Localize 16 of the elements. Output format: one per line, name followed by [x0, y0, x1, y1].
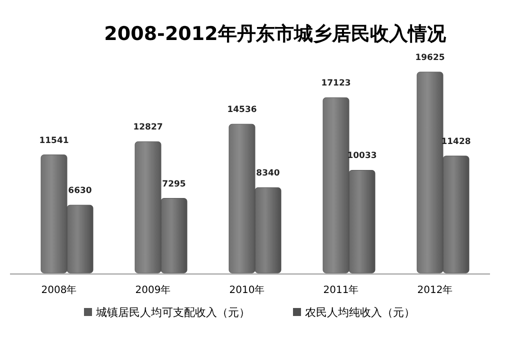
x-tick-label: 2009年 [135, 284, 171, 296]
data-label: 14536 [227, 105, 257, 116]
data-label: 11541 [39, 136, 69, 146]
data-label: 12827 [133, 122, 163, 133]
legend-label: 城镇居民人均可支配收入（元） [95, 306, 250, 319]
x-tick-label: 2011年 [323, 284, 359, 296]
legend-label: 农民人均纯收入（元） [305, 306, 415, 319]
x-tick-label: 2010年 [229, 284, 265, 296]
data-label: 19625 [415, 53, 445, 63]
title: 2008-2012年丹东市城乡居民收入情况 [104, 23, 446, 45]
data-label: 17123 [321, 78, 351, 89]
x-tick-label: 2012年 [417, 284, 453, 296]
data-label: 7295 [162, 179, 186, 190]
data-label: 8340 [256, 168, 280, 179]
x-tick-label: 2008年 [41, 284, 77, 296]
data-label: 6630 [68, 186, 92, 196]
